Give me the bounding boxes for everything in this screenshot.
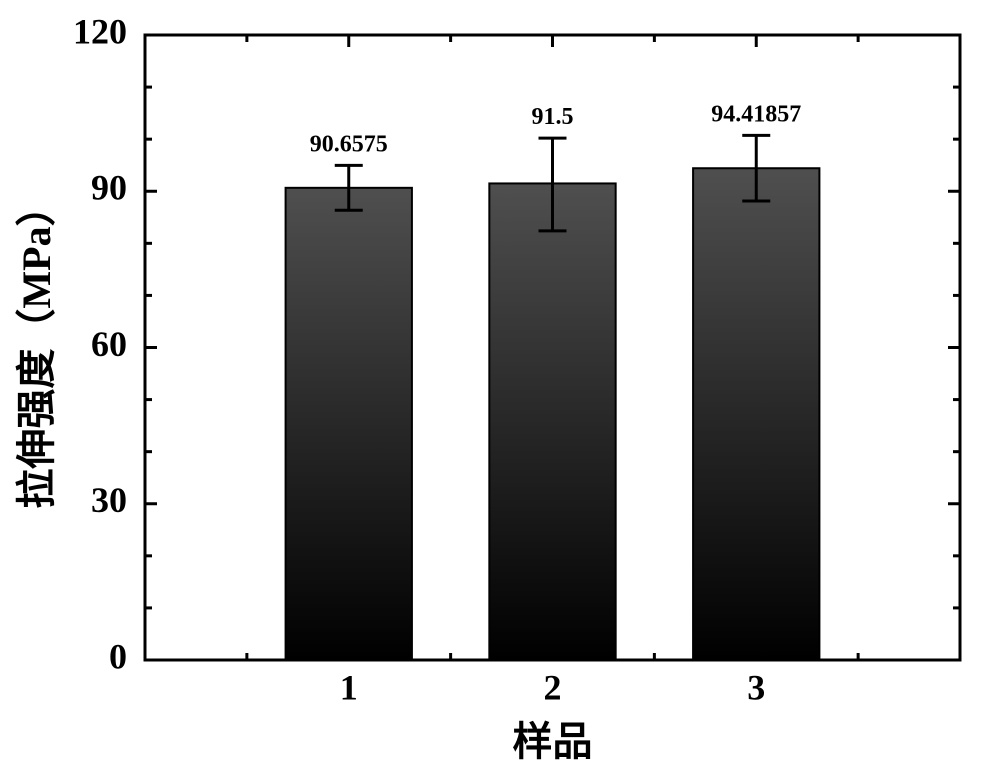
x-tick-label: 2	[544, 668, 562, 708]
bar	[489, 183, 615, 660]
bar-value-label: 90.6575	[310, 131, 388, 157]
chart-container: 0 30 60 90 120 1 2 3 90.6575 91.5 94.41857 拉伸强度（…	[0, 0, 996, 779]
bar-value-label: 91.5	[532, 104, 574, 130]
x-tick-label: 1	[340, 668, 358, 708]
bars-group	[286, 168, 820, 660]
bar	[286, 188, 412, 660]
value-labels-group: 90.6575 91.5 94.41857	[310, 101, 802, 157]
y-tick-label: 60	[91, 324, 127, 364]
y-tick-label: 30	[91, 480, 127, 520]
x-tick-label: 3	[747, 668, 765, 708]
y-tick-label: 0	[109, 636, 127, 676]
y-axis-title: 拉伸强度（MPa）	[14, 186, 59, 508]
bar-chart: 0 30 60 90 120 1 2 3 90.6575 91.5 94.41857 拉伸强度（…	[0, 0, 996, 779]
y-tick-label: 120	[73, 11, 127, 51]
x-axis-title: 样品	[513, 719, 593, 764]
y-tick-label: 90	[91, 168, 127, 208]
bar-value-label: 94.41857	[711, 101, 801, 127]
bar	[693, 168, 819, 660]
